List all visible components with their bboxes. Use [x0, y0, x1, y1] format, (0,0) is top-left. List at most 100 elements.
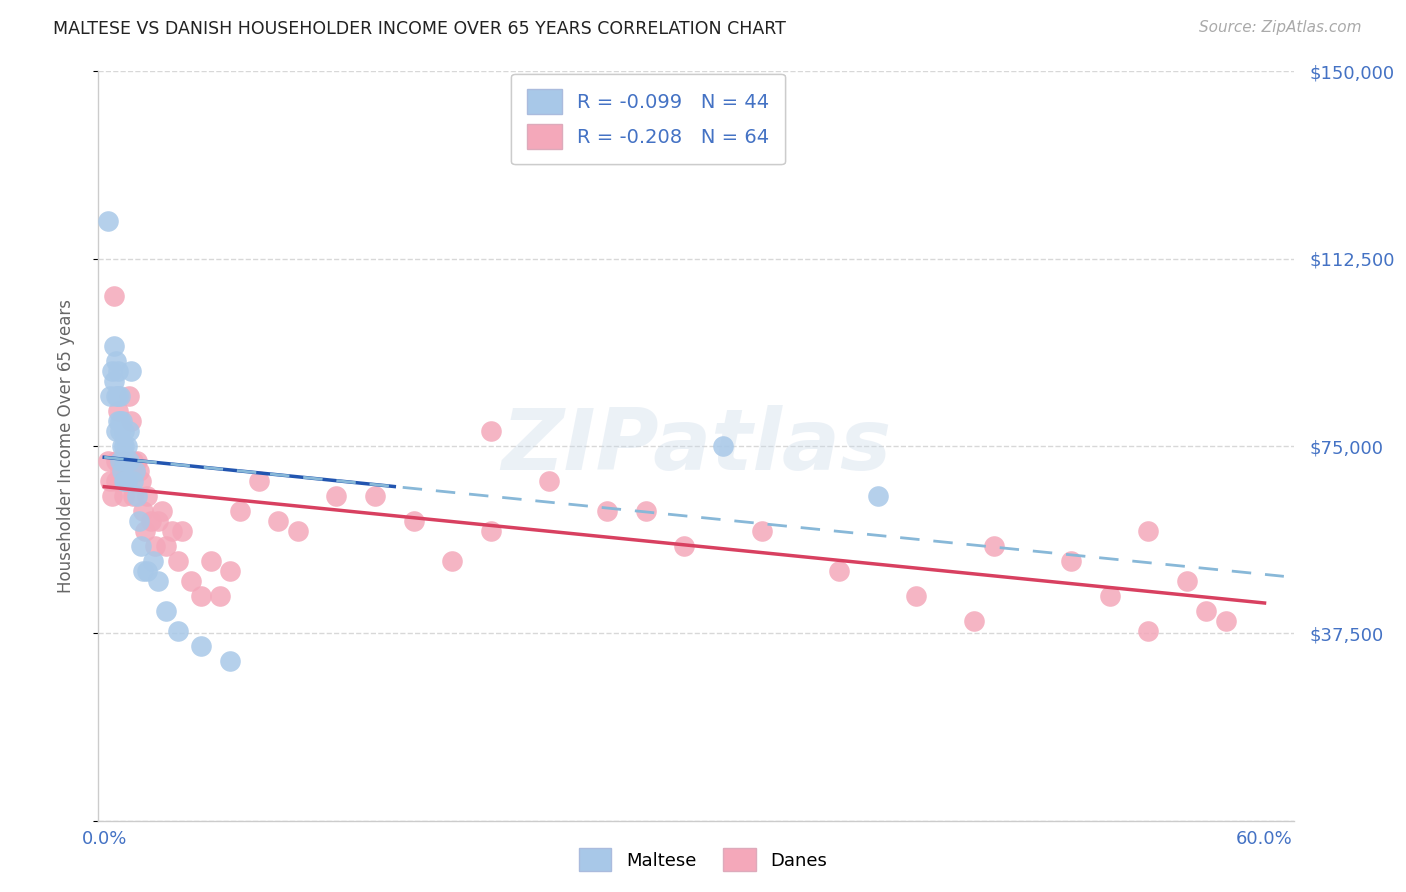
Point [128, 464, 150, 478]
Point [114, 464, 136, 478]
Point [148, 574, 170, 588]
Point [905, 589, 928, 603]
Point [135, 489, 157, 503]
Point [111, 414, 134, 428]
Point [108, 424, 131, 438]
Point [1098, 589, 1121, 603]
Text: ZIPatlas: ZIPatlas [501, 404, 891, 488]
Point [441, 554, 464, 568]
Point [107, 404, 129, 418]
Point [104, 389, 127, 403]
Point [219, 564, 242, 578]
Point [129, 474, 152, 488]
Point [112, 474, 135, 488]
Point [751, 524, 773, 538]
Point [114, 454, 136, 468]
Point [101, 364, 124, 378]
Point [132, 504, 155, 518]
Point [537, 474, 560, 488]
Point [209, 589, 232, 603]
Point [142, 554, 165, 568]
Point [711, 439, 734, 453]
Point [122, 489, 145, 503]
Point [117, 474, 139, 488]
Point [122, 454, 145, 468]
Y-axis label: Householder Income Over 65 years: Householder Income Over 65 years [56, 299, 75, 593]
Point [98, 389, 121, 403]
Point [104, 454, 127, 468]
Point [190, 639, 212, 653]
Point [124, 464, 146, 478]
Point [166, 624, 188, 638]
Point [479, 524, 502, 538]
Point [97, 214, 120, 228]
Point [1195, 604, 1218, 618]
Point [117, 439, 139, 453]
Point [134, 524, 156, 538]
Point [170, 524, 193, 538]
Point [364, 489, 387, 503]
Point [104, 474, 127, 488]
Point [1137, 524, 1160, 538]
Point [150, 504, 173, 518]
Point [111, 464, 134, 478]
Point [200, 554, 222, 568]
Point [114, 474, 136, 488]
Point [120, 414, 142, 428]
Point [112, 424, 135, 438]
Point [108, 464, 131, 478]
Point [104, 354, 127, 368]
Point [135, 564, 157, 578]
Point [1060, 554, 1083, 568]
Point [107, 389, 129, 403]
Point [112, 439, 135, 453]
Point [108, 454, 131, 468]
Point [325, 489, 347, 503]
Point [129, 539, 152, 553]
Point [596, 504, 619, 518]
Text: Source: ZipAtlas.com: Source: ZipAtlas.com [1198, 20, 1361, 35]
Point [127, 454, 149, 468]
Point [111, 439, 134, 453]
Point [120, 364, 142, 378]
Point [103, 339, 125, 353]
Point [190, 589, 212, 603]
Point [112, 489, 135, 503]
Point [104, 424, 127, 438]
Point [143, 539, 166, 553]
Point [963, 614, 986, 628]
Point [155, 539, 177, 553]
Point [108, 389, 131, 403]
Legend: Maltese, Danes: Maltese, Danes [572, 841, 834, 879]
Point [127, 489, 149, 503]
Point [118, 454, 141, 468]
Legend: R = -0.099   N = 44, R = -0.208   N = 64: R = -0.099 N = 44, R = -0.208 N = 64 [512, 73, 785, 164]
Point [117, 474, 139, 488]
Point [107, 414, 129, 428]
Point [247, 474, 270, 488]
Point [1137, 624, 1160, 638]
Point [97, 454, 120, 468]
Point [1215, 614, 1237, 628]
Point [139, 514, 162, 528]
Point [98, 474, 121, 488]
Point [112, 454, 135, 468]
Point [155, 604, 177, 618]
Point [228, 504, 250, 518]
Point [166, 554, 188, 568]
Point [866, 489, 889, 503]
Point [107, 364, 129, 378]
Point [103, 289, 125, 303]
Point [673, 539, 696, 553]
Point [122, 474, 145, 488]
Point [180, 574, 202, 588]
Point [402, 514, 425, 528]
Point [128, 514, 150, 528]
Point [634, 504, 657, 518]
Point [108, 414, 131, 428]
Point [132, 564, 155, 578]
Point [124, 464, 146, 478]
Point [101, 489, 124, 503]
Point [108, 474, 131, 488]
Point [1175, 574, 1198, 588]
